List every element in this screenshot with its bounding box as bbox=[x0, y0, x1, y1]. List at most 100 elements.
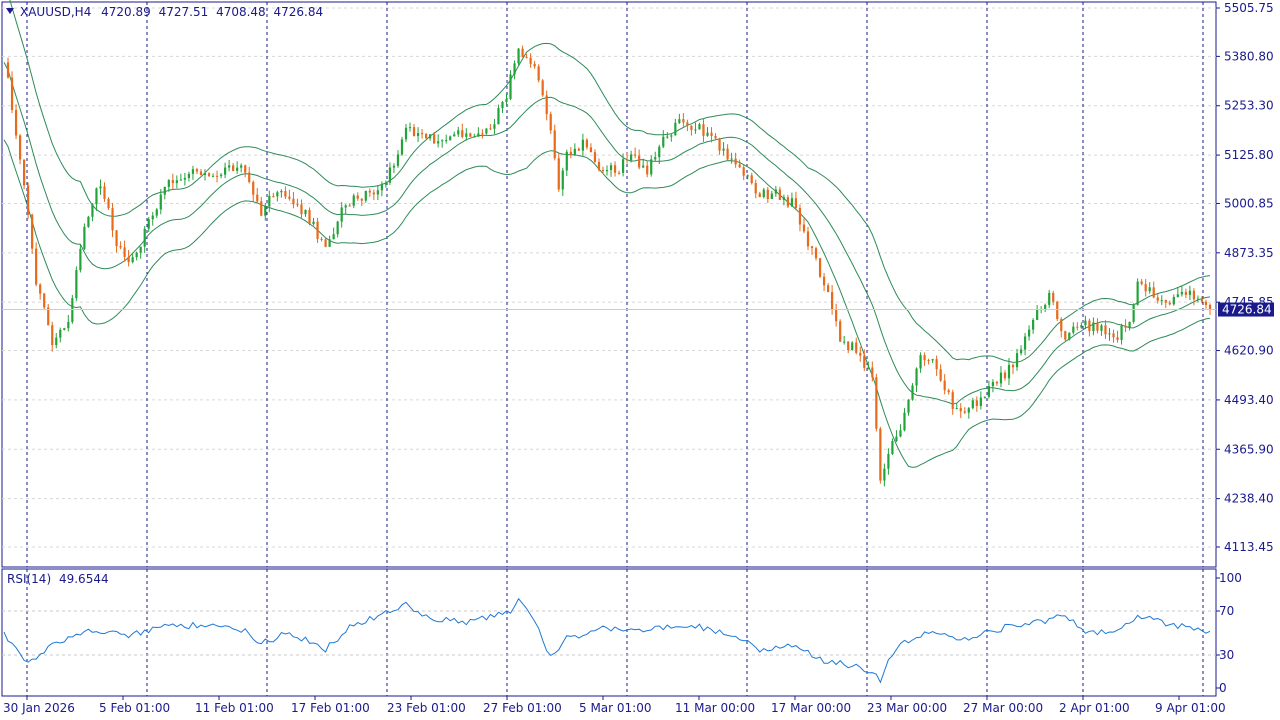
candle-body bbox=[497, 108, 500, 125]
candle-body bbox=[352, 195, 355, 206]
candle-body bbox=[111, 208, 114, 231]
svg-text:XAUUSD,H4 4720.89: XAUUSD,H4 4720.89 4727.51 4708.48 4726.8… bbox=[20, 5, 323, 19]
candle-body bbox=[348, 205, 351, 207]
candle-body bbox=[907, 399, 910, 413]
price-tick-label: 5253.30 bbox=[1224, 99, 1274, 113]
candle-body bbox=[642, 165, 645, 168]
candle-body bbox=[521, 48, 524, 58]
candle-body bbox=[843, 341, 846, 343]
candle-body bbox=[589, 147, 593, 153]
candle-body bbox=[340, 207, 343, 222]
candle-body bbox=[726, 148, 729, 160]
candle-body bbox=[662, 136, 665, 147]
price-tag-background bbox=[1218, 302, 1274, 317]
candle-body bbox=[541, 80, 544, 96]
candle-body bbox=[839, 321, 842, 342]
time-tick-label: 17 Mar 00:00 bbox=[771, 701, 851, 715]
candle-body bbox=[859, 352, 862, 356]
candle-body bbox=[473, 136, 476, 138]
candle-body bbox=[650, 159, 653, 175]
candle-body bbox=[975, 400, 978, 406]
candle-body bbox=[6, 62, 10, 78]
candle-body bbox=[453, 134, 456, 137]
high-value: 4727.51 bbox=[159, 5, 209, 19]
price-tick-label: 4493.40 bbox=[1224, 393, 1274, 407]
candle-body bbox=[18, 135, 22, 160]
candle-body bbox=[163, 186, 166, 195]
candle-body bbox=[75, 270, 78, 299]
candle-body bbox=[360, 198, 363, 201]
candle-body bbox=[14, 109, 18, 136]
candle-body bbox=[565, 151, 568, 171]
candle-body bbox=[585, 139, 589, 148]
candle-body bbox=[51, 325, 54, 346]
candle-body bbox=[935, 359, 938, 370]
candle-body bbox=[139, 246, 142, 253]
candle-body bbox=[79, 248, 82, 271]
chevron-down-icon[interactable] bbox=[6, 8, 14, 14]
candle-body bbox=[569, 151, 572, 155]
candle-body bbox=[766, 189, 769, 200]
candle-body bbox=[1023, 336, 1027, 350]
candle-body bbox=[1156, 297, 1159, 301]
candle-body bbox=[782, 197, 785, 200]
candle-body bbox=[469, 133, 472, 137]
candle-body bbox=[1196, 298, 1200, 300]
time-tick-label: 27 Mar 00:00 bbox=[963, 701, 1043, 715]
candle-body bbox=[1104, 325, 1107, 335]
symbol-label: XAUUSD,H4 bbox=[20, 5, 91, 19]
candle-body bbox=[883, 468, 886, 481]
candle-body bbox=[219, 174, 223, 177]
candle-body bbox=[847, 341, 850, 351]
candle-body bbox=[400, 139, 404, 155]
candle-body bbox=[384, 182, 388, 185]
candle-body bbox=[95, 188, 98, 205]
candle-body bbox=[991, 382, 995, 387]
candle-body bbox=[794, 198, 798, 208]
candle-body bbox=[798, 207, 802, 225]
price-tick-label: 4620.90 bbox=[1224, 344, 1274, 358]
candle-body bbox=[187, 173, 191, 178]
candle-body bbox=[1180, 291, 1183, 295]
candle-body bbox=[1015, 353, 1019, 368]
candle-body bbox=[891, 441, 894, 454]
candle-body bbox=[1144, 284, 1147, 292]
candle-body bbox=[899, 430, 902, 437]
candle-body bbox=[264, 206, 267, 216]
price-tick-label: 5505.75 bbox=[1224, 1, 1274, 15]
candle-body bbox=[1176, 294, 1179, 298]
candle-body bbox=[300, 204, 303, 215]
candle-body bbox=[670, 135, 673, 137]
rsi-label: RSI(14) bbox=[7, 572, 51, 586]
candle-body bbox=[927, 360, 930, 362]
symbol-info[interactable]: XAUUSD,H4 4720.89 4727.51 4708.48 4726.8… bbox=[6, 5, 323, 19]
candle-body bbox=[923, 355, 926, 361]
candle-body bbox=[376, 190, 379, 195]
candle-body bbox=[967, 408, 970, 413]
candle-body bbox=[396, 154, 400, 166]
time-tick-label: 23 Mar 00:00 bbox=[867, 701, 947, 715]
candle-body bbox=[690, 125, 693, 130]
candle-body bbox=[252, 181, 255, 195]
candle-body bbox=[485, 128, 488, 134]
candle-body bbox=[143, 228, 146, 247]
candle-body bbox=[449, 136, 452, 141]
candle-body bbox=[260, 201, 263, 216]
candle-body bbox=[368, 190, 371, 193]
candle-body bbox=[103, 186, 106, 199]
rsi-panel-frame bbox=[1, 568, 1217, 697]
candle-body bbox=[895, 436, 898, 442]
candle-body bbox=[135, 252, 138, 258]
candle-body bbox=[746, 175, 749, 177]
candle-body bbox=[47, 307, 50, 326]
candle-body bbox=[1168, 302, 1171, 305]
candle-body bbox=[10, 77, 14, 110]
candle-body bbox=[810, 246, 814, 249]
rsi-tick-label: 0 bbox=[1219, 681, 1227, 695]
middle-band bbox=[3, 62, 1211, 405]
candle-body bbox=[31, 214, 34, 249]
time-tick-label: 23 Feb 01:00 bbox=[387, 701, 466, 715]
candle-body bbox=[911, 385, 914, 400]
main-chart-frame bbox=[1, 1, 1217, 568]
